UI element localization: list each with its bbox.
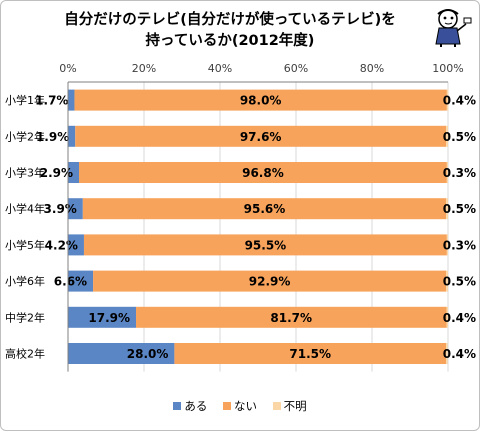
bar-aru [68, 234, 84, 256]
data-label-fumei: 0.5% [443, 130, 476, 144]
legend-swatch-aru [173, 402, 182, 410]
bar-nai [174, 343, 447, 364]
data-label-nai: 81.7% [270, 311, 312, 325]
bar-aru [68, 198, 83, 220]
bar-aru [68, 162, 80, 183]
data-label-fumei: 0.5% [443, 202, 476, 216]
data-label-aru: 6.6% [54, 275, 87, 289]
data-label-aru: 3.9% [44, 202, 77, 216]
bar-aru [68, 270, 94, 292]
x-tick-label: 20% [132, 62, 156, 75]
mascot-illustration [435, 9, 472, 47]
data-label-fumei: 0.4% [443, 311, 476, 325]
bar-aru [68, 343, 175, 364]
bar-nai [93, 270, 447, 292]
legend-item-fumei: 不明 [272, 398, 307, 414]
chart-title-line2: 持っているか(2012年度) [145, 33, 315, 49]
bar-aru [68, 306, 137, 328]
bar-nai [83, 234, 447, 256]
bar-fumei [446, 270, 448, 292]
category-label: 小学3年 [5, 166, 45, 180]
bar-nai [82, 198, 447, 220]
category-label: 小学5年 [5, 238, 45, 252]
data-label-nai: 95.6% [244, 202, 286, 216]
legend-swatch-nai [223, 402, 231, 410]
data-label-fumei: 0.4% [443, 347, 476, 361]
data-label-aru: 2.9% [40, 166, 73, 180]
bar-nai [136, 306, 447, 328]
legend-label-nai: ない [234, 399, 257, 413]
bar-fumei [446, 198, 448, 220]
data-label-fumei: 0.3% [443, 166, 476, 180]
bar-aru [68, 89, 75, 111]
bar-fumei [446, 125, 448, 147]
data-label-nai: 95.5% [245, 238, 287, 252]
legend-label-aru: ある [184, 399, 208, 413]
bar-fumei [446, 234, 448, 256]
x-tick-label: 100% [432, 62, 463, 75]
data-label-fumei: 0.4% [443, 94, 476, 108]
category-label: 中学2年 [5, 310, 45, 324]
x-tick-label: 60% [284, 62, 308, 75]
legend-item-nai: ない [223, 398, 257, 414]
category-label: 小学4年 [5, 202, 45, 216]
data-label-aru: 1.7% [35, 94, 68, 108]
data-label-aru: 17.9% [88, 311, 130, 325]
data-label-fumei: 0.5% [443, 275, 476, 289]
bar-fumei [446, 343, 448, 364]
category-label: 小学1年 [5, 93, 45, 107]
bar-nai [79, 162, 447, 183]
bar-aru [68, 125, 76, 147]
data-label-nai: 92.9% [249, 275, 291, 289]
chart-title-line1: 自分だけのテレビ(自分だけが使っているテレビ)を [64, 12, 396, 28]
data-label-nai: 96.8% [242, 166, 284, 180]
bar-nai [75, 125, 447, 147]
data-label-aru: 1.9% [36, 130, 69, 144]
category-label: 小学2年 [5, 129, 45, 143]
data-label-nai: 71.5% [289, 347, 331, 361]
data-label-nai: 97.6% [240, 130, 282, 144]
category-label: 高校2年 [5, 347, 45, 361]
legend-swatch-fumei [272, 402, 281, 410]
bar-fumei [446, 306, 448, 328]
bar-fumei [446, 89, 449, 111]
legend: ある ない 不明 [0, 398, 480, 414]
data-label-aru: 4.2% [45, 238, 78, 252]
x-tick-label: 0% [59, 62, 76, 75]
legend-item-aru: ある [173, 398, 207, 414]
category-label: 小学6年 [5, 274, 45, 288]
bar-nai [74, 89, 447, 111]
x-tick-label: 80% [360, 62, 384, 75]
chart-title: 自分だけのテレビ(自分だけが使っているテレビ)を 持っているか(2012年度) [40, 10, 420, 52]
data-label-nai: 98.0% [240, 94, 282, 108]
data-label-aru: 28.0% [127, 347, 169, 361]
bar-fumei [446, 162, 448, 183]
x-tick-label: 40% [208, 62, 232, 75]
legend-label-fumei: 不明 [283, 399, 307, 413]
data-label-fumei: 0.3% [443, 238, 476, 252]
